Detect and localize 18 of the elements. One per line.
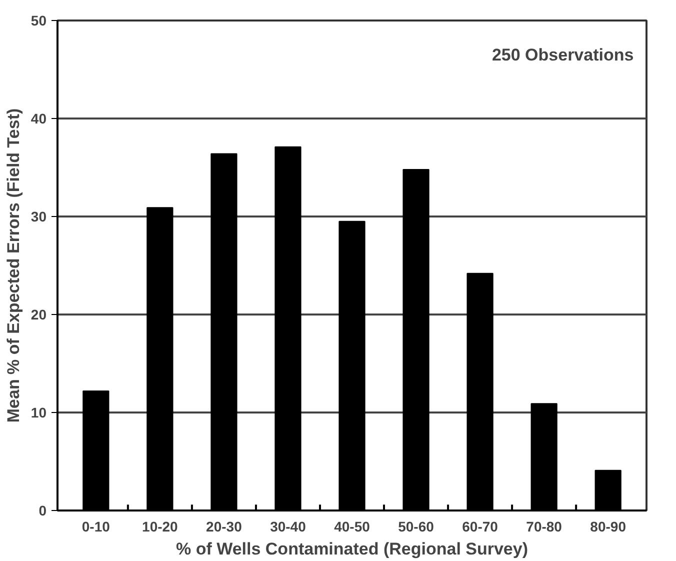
y-tick-label: 20 <box>30 306 47 322</box>
x-tick-label: 40-50 <box>334 518 370 534</box>
x-tick-label: 20-30 <box>206 518 242 534</box>
x-tick-label: 70-80 <box>526 518 562 534</box>
x-tick-label: 60-70 <box>462 518 498 534</box>
y-tick-label: 40 <box>30 110 47 126</box>
y-axis-title: Mean % of Expected Errors (Field Test) <box>4 108 23 423</box>
x-tick-label: 80-90 <box>590 518 626 534</box>
y-tick-label: 50 <box>30 12 47 28</box>
y-tick-label: 30 <box>30 208 47 224</box>
annotation: 250 Observations <box>492 46 634 65</box>
x-tick-label: 0-10 <box>82 518 110 534</box>
x-tick-label: 10-20 <box>142 518 178 534</box>
x-tick-label: 30-40 <box>270 518 306 534</box>
x-axis-title: % of Wells Contaminated (Regional Survey) <box>176 540 528 558</box>
x-tick-label: 50-60 <box>398 518 434 534</box>
y-tick-label: 0 <box>38 502 47 518</box>
y-tick-label: 10 <box>30 404 47 420</box>
